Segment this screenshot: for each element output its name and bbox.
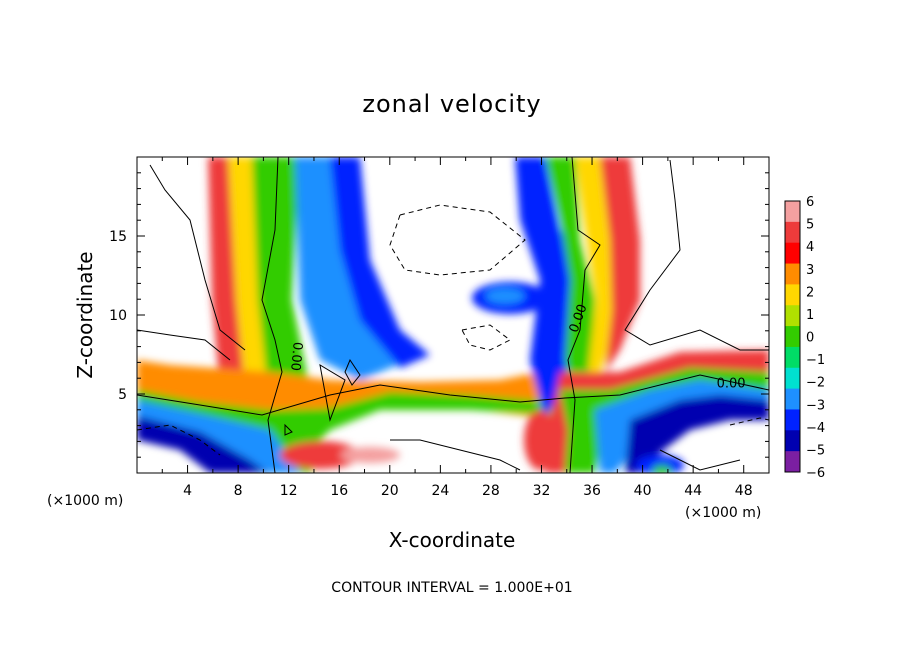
colorbar-tick-label: −4 — [806, 421, 825, 436]
x-unit-right: (×1000 m) — [685, 505, 761, 521]
x-tick-label: 40 — [634, 483, 652, 499]
colorbar-swatch — [785, 409, 800, 431]
y-tick-label: 10 — [109, 308, 127, 324]
colorbar-swatch — [785, 451, 800, 473]
colorbar: 6 5 4 3 2 1 0 −1 −2 −3 −4 −5 −6 — [784, 195, 825, 481]
colorbar-swatch — [785, 367, 800, 390]
colorbar-swatch — [785, 263, 800, 285]
colorbar-swatch — [785, 284, 800, 306]
colorbar-tick-label: 2 — [806, 285, 814, 300]
y-tick-label: 5 — [118, 387, 127, 403]
x-tick-label: 8 — [234, 483, 243, 499]
colorbar-tick-label: 4 — [806, 240, 814, 255]
x-tick-label: 44 — [684, 483, 702, 499]
y-axis: 5 10 15 — [109, 172, 769, 458]
colorbar-swatch — [785, 326, 800, 348]
colorbar-tick-label: −1 — [806, 353, 825, 368]
contour-label: 0.00 — [287, 341, 304, 371]
colorbar-tick-label: 3 — [806, 263, 814, 278]
x-tick-label: 28 — [482, 483, 500, 499]
colorbar-swatch — [785, 242, 800, 265]
colorbar-tick-label: 0 — [806, 331, 814, 346]
x-tick-label: 12 — [280, 483, 298, 499]
colorbar-tick-label: 1 — [806, 308, 814, 323]
x-tick-label: 16 — [330, 483, 348, 499]
colorbar-tick-label: 6 — [806, 195, 814, 210]
x-tick-label: 4 — [183, 483, 192, 499]
colorbar-tick-label: −2 — [806, 376, 825, 391]
x-tick-label: 48 — [735, 483, 753, 499]
colorbar-swatch — [785, 221, 800, 244]
colorbar-swatch — [785, 346, 800, 369]
x-tick-label: 36 — [583, 483, 601, 499]
x-unit-left: (×1000 m) — [47, 493, 123, 509]
x-axis-label: X-coordinate — [389, 528, 516, 552]
colorbar-swatch — [785, 430, 800, 452]
y-tick-label: 15 — [109, 229, 127, 245]
contour-label: 0.00 — [717, 377, 746, 392]
colorbar-frame — [784, 200, 801, 473]
y-axis-label: Z-coordinate — [73, 251, 97, 378]
contour-interval-note: CONTOUR INTERVAL = 1.000E+01 — [331, 580, 572, 596]
chart-title: zonal velocity — [362, 90, 541, 118]
colorbar-tick-label: 5 — [806, 218, 814, 233]
colorbar-tick-label: −6 — [806, 466, 825, 481]
colorbar-swatch — [785, 201, 800, 223]
colorbar-tick-label: −5 — [806, 443, 825, 458]
colorbar-swatch — [785, 305, 800, 327]
colorbar-swatch — [785, 388, 800, 410]
colorbar-tick-label: −3 — [806, 398, 825, 413]
x-tick-label: 20 — [381, 483, 399, 499]
heatmap-field: 0.000.000.00 — [137, 157, 769, 473]
x-axis: 4 8 12 16 20 24 28 32 36 40 44 48 — [161, 157, 753, 499]
x-tick-label: 32 — [533, 483, 551, 499]
x-tick-label: 24 — [431, 483, 449, 499]
